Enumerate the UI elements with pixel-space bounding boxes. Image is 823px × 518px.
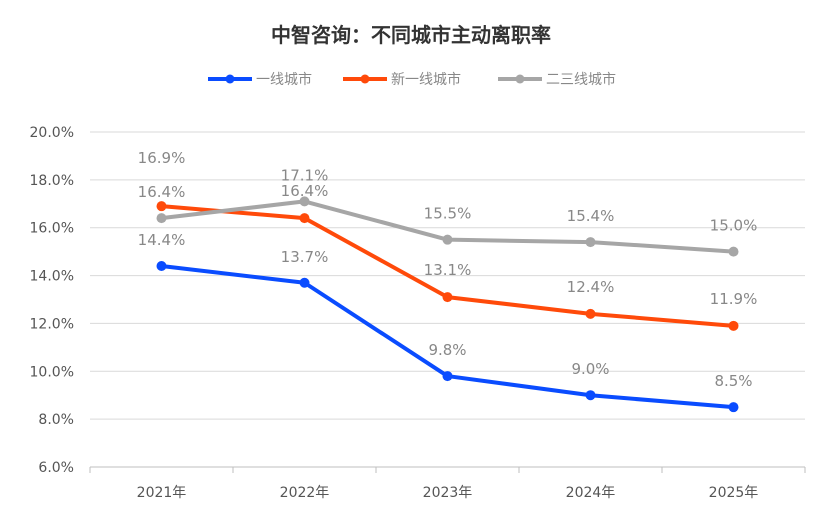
y-tick-label: 6.0% (38, 460, 74, 476)
legend-label: 一线城市 (256, 71, 312, 88)
data-point[interactable] (299, 213, 310, 224)
data-point[interactable] (728, 320, 739, 331)
data-label: 15.0% (710, 217, 758, 235)
legend-label: 二三线城市 (546, 71, 616, 88)
data-label: 15.5% (424, 205, 472, 223)
data-label: 13.7% (281, 248, 329, 266)
data-point[interactable] (156, 201, 167, 212)
data-label: 8.5% (714, 372, 752, 390)
data-point[interactable] (299, 277, 310, 288)
x-tick-label: 2022年 (280, 485, 330, 501)
data-label: 9.0% (571, 360, 609, 378)
series-line (161, 264, 734, 410)
data-label: 12.4% (567, 278, 615, 296)
data-point[interactable] (728, 402, 739, 413)
data-label: 14.4% (138, 231, 186, 249)
series-group (156, 196, 739, 413)
data-label: 16.4% (281, 182, 329, 200)
data-label: 16.9% (138, 149, 186, 167)
chart-title: 中智咨询：不同城市主动离职率 (271, 23, 551, 47)
data-label: 16.4% (138, 183, 186, 201)
data-point[interactable] (442, 234, 453, 245)
y-tick-label: 18.0% (30, 173, 74, 189)
x-tick-label: 2025年 (709, 485, 759, 501)
legend-item[interactable]: 一线城市 (208, 71, 312, 88)
data-label: 13.1% (424, 261, 472, 279)
data-point[interactable] (585, 237, 596, 248)
data-point[interactable] (442, 292, 453, 303)
data-label: 11.9% (710, 290, 758, 308)
y-tick-label: 14.0% (30, 269, 74, 285)
legend: 一线城市 新一线城市 二三线城市 (208, 71, 616, 88)
data-point[interactable] (585, 308, 596, 319)
y-tick-label: 10.0% (30, 364, 74, 380)
data-point[interactable] (156, 213, 167, 224)
legend-marker (225, 74, 235, 84)
data-point[interactable] (585, 390, 596, 401)
data-label: 9.8% (428, 341, 466, 359)
data-point[interactable] (156, 261, 167, 271)
y-tick-label: 16.0% (30, 221, 74, 237)
y-tick-label: 12.0% (30, 316, 74, 332)
legend-item[interactable]: 新一线城市 (343, 71, 461, 88)
x-tick-label: 2024年 (566, 485, 616, 501)
x-tick-label: 2023年 (423, 485, 473, 501)
data-label: 17.1% (281, 166, 329, 184)
y-tick-label: 8.0% (38, 412, 74, 428)
x-tick-label: 2021年 (137, 485, 187, 501)
y-tick-label: 20.0% (30, 125, 74, 141)
axes: 6.0% 8.0% 10.0% 12.0% 14.0% 16.0% 18.0% 20.0% 20… (30, 125, 806, 501)
data-label: 15.4% (567, 207, 615, 225)
legend-label: 新一线城市 (391, 71, 461, 88)
legend-marker (515, 74, 525, 84)
legend-item[interactable]: 二三线城市 (498, 71, 616, 88)
legend-marker (360, 74, 370, 84)
data-labels: 14.4% 13.7% 9.8% 9.0% 8.5% 16.9% 16.4% 13.1% 12.… (138, 149, 758, 390)
data-point[interactable] (728, 246, 739, 257)
data-point[interactable] (299, 196, 310, 207)
data-point[interactable] (442, 371, 453, 382)
